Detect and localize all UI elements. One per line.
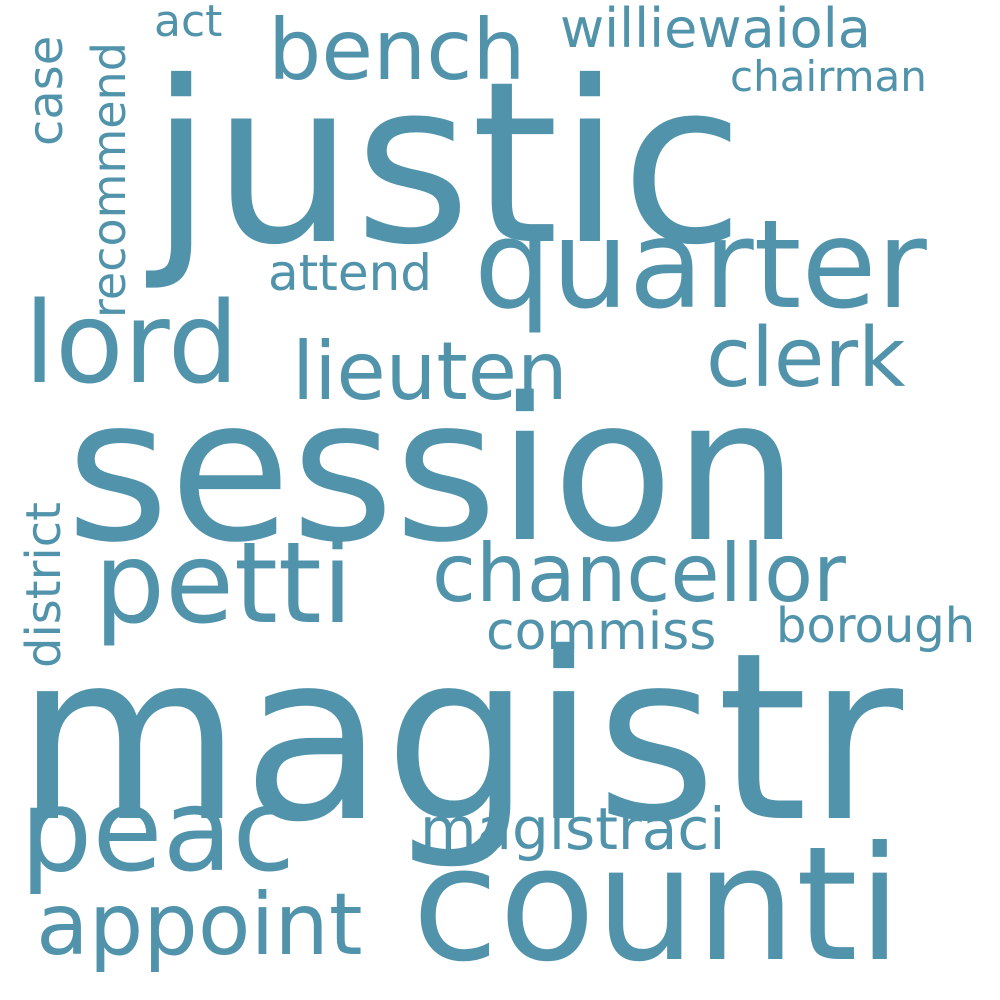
word-lord: lord — [24, 279, 239, 409]
word-district: district — [16, 502, 72, 668]
word-appoint: appoint — [36, 875, 363, 975]
word-bench: bench — [268, 1, 526, 99]
word-lieuten: lieuten — [292, 325, 568, 418]
word-session: session — [66, 355, 799, 586]
word-petti: petti — [94, 519, 353, 649]
word-quarter: quarter — [474, 194, 927, 336]
word-chancellor: chancellor — [432, 527, 846, 620]
word-attend: attend — [268, 244, 433, 302]
word-counti: counti — [412, 813, 902, 997]
word-williewaiola: williewaiola — [560, 0, 871, 60]
word-recommend: recommend — [82, 42, 136, 318]
word-commiss: commiss — [486, 602, 717, 662]
word-act: act — [154, 0, 223, 47]
word-case: case — [18, 35, 74, 146]
word-magistr: magistr — [16, 603, 904, 873]
word-borough: borough — [776, 598, 976, 654]
word-magistraci: magistraci — [420, 795, 726, 863]
word-justic: justic — [150, 33, 745, 294]
word-chairman: chairman — [730, 52, 927, 101]
word-clerk: clerk — [706, 311, 906, 406]
word-peac: peac — [20, 764, 296, 897]
